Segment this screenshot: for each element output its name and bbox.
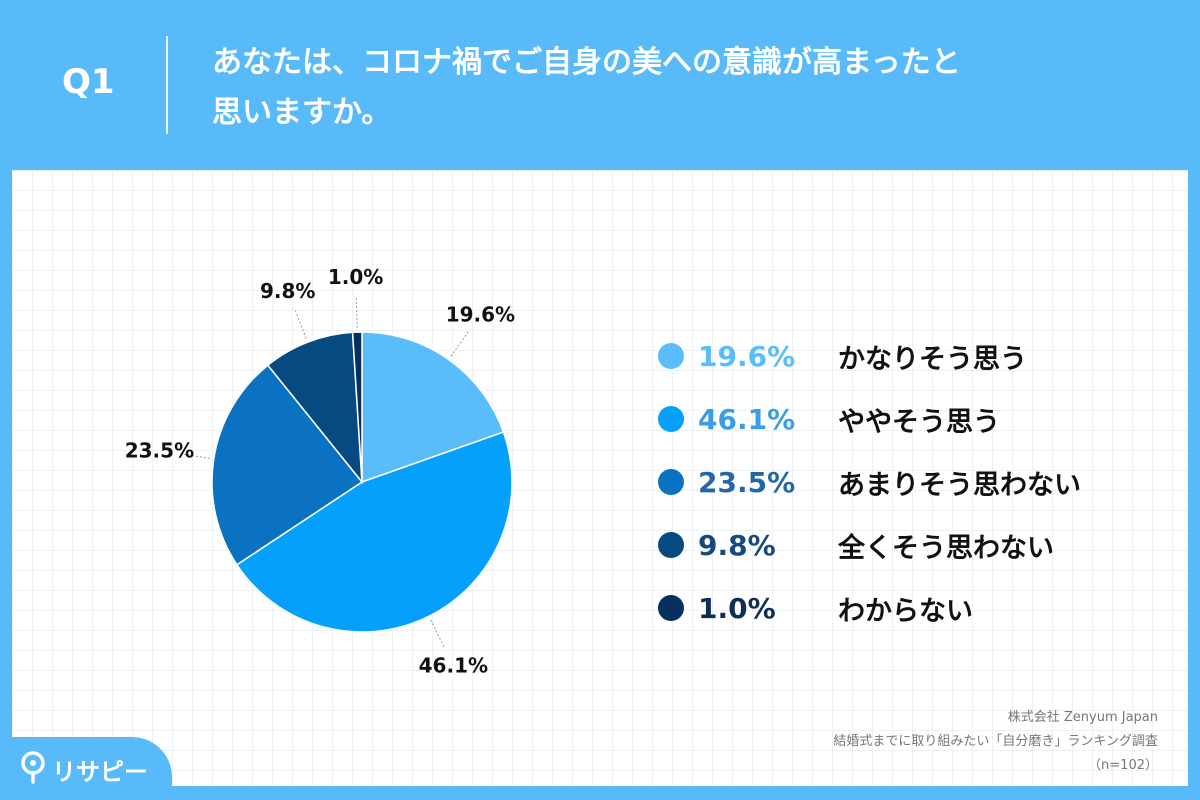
- logo-pin-icon: [21, 751, 45, 784]
- leader-line-2: [178, 452, 210, 459]
- legend-value-2: 23.5%: [698, 465, 796, 499]
- legend-value-0: 19.6%: [698, 339, 796, 373]
- legend-label-4: わからない: [838, 595, 973, 627]
- legend-value-4: 1.0%: [698, 591, 776, 625]
- legend-swatch-4: [658, 595, 684, 621]
- legend-swatch-3: [658, 532, 684, 558]
- legend-swatch-2: [658, 469, 684, 495]
- source-company: 株式会社 Zenyum Japan: [1007, 710, 1158, 725]
- source-note: 株式会社 Zenyum Japan 結婚式までに取り組みたい「自分磨き」ランキン…: [833, 706, 1158, 778]
- leader-line-1: [430, 619, 446, 649]
- question-title-line-2: 思いますか。: [212, 95, 392, 130]
- logo-tab: [0, 737, 172, 800]
- pie-label-2: 23.5%: [125, 439, 194, 463]
- legend-label-3: 全くそう思わない: [838, 532, 1054, 564]
- pie-slice-1: [235, 431, 513, 633]
- logo-text: リサピー: [52, 758, 148, 786]
- legend-item-0: 19.6% かなりそう思う: [658, 336, 1027, 376]
- header: Q1 あなたは、コロナ禍でご自身の美への意識が高まったと 思いますか。: [0, 0, 1200, 170]
- pie-label-0: 19.6%: [446, 303, 515, 327]
- legend-swatch-1: [658, 406, 684, 432]
- question-title: あなたは、コロナ禍でご自身の美への意識が高まったと 思いますか。: [212, 38, 1112, 138]
- source-sample-size: （n=102）: [1088, 758, 1158, 773]
- legend-value-1: 46.1%: [698, 402, 796, 436]
- pie-label-1: 46.1%: [419, 654, 488, 678]
- pie-slice-3: [266, 331, 363, 485]
- legend-label-1: ややそう思う: [838, 406, 1000, 438]
- legend-item-1: 46.1% ややそう思う: [658, 399, 1000, 439]
- legend-swatch-0: [658, 343, 684, 369]
- chart-panel: 19.6% 46.1% 23.5% 9.8% 1.0% 19.6% かなりそう思う 46…: [12, 170, 1188, 786]
- pie-slice-4: [351, 331, 363, 483]
- source-survey: 結婚式までに取り組みたい「自分磨き」ランキング調査: [833, 734, 1158, 749]
- legend-item-3: 9.8% 全くそう思わない: [658, 525, 1054, 565]
- legend-label-0: かなりそう思う: [838, 343, 1027, 375]
- leader-line-0: [450, 329, 470, 357]
- pie-chart: 19.6% 46.1% 23.5% 9.8% 1.0%: [125, 265, 515, 678]
- pie-label-3: 9.8%: [260, 279, 315, 303]
- pie-slice-2: [211, 364, 364, 566]
- question-number: Q1: [62, 62, 115, 102]
- header-divider: [166, 36, 168, 134]
- legend-item-2: 23.5% あまりそう思わない: [658, 462, 1081, 502]
- leader-line-3: [294, 308, 307, 339]
- pie-label-4: 1.0%: [328, 265, 383, 289]
- leader-line-4: [355, 296, 358, 329]
- legend-item-4: 1.0% わからない: [658, 588, 973, 628]
- legend-value-3: 9.8%: [698, 528, 776, 562]
- legend-label-2: あまりそう思わない: [838, 469, 1081, 501]
- question-title-line-1: あなたは、コロナ禍でご自身の美への意識が高まったと: [212, 45, 961, 80]
